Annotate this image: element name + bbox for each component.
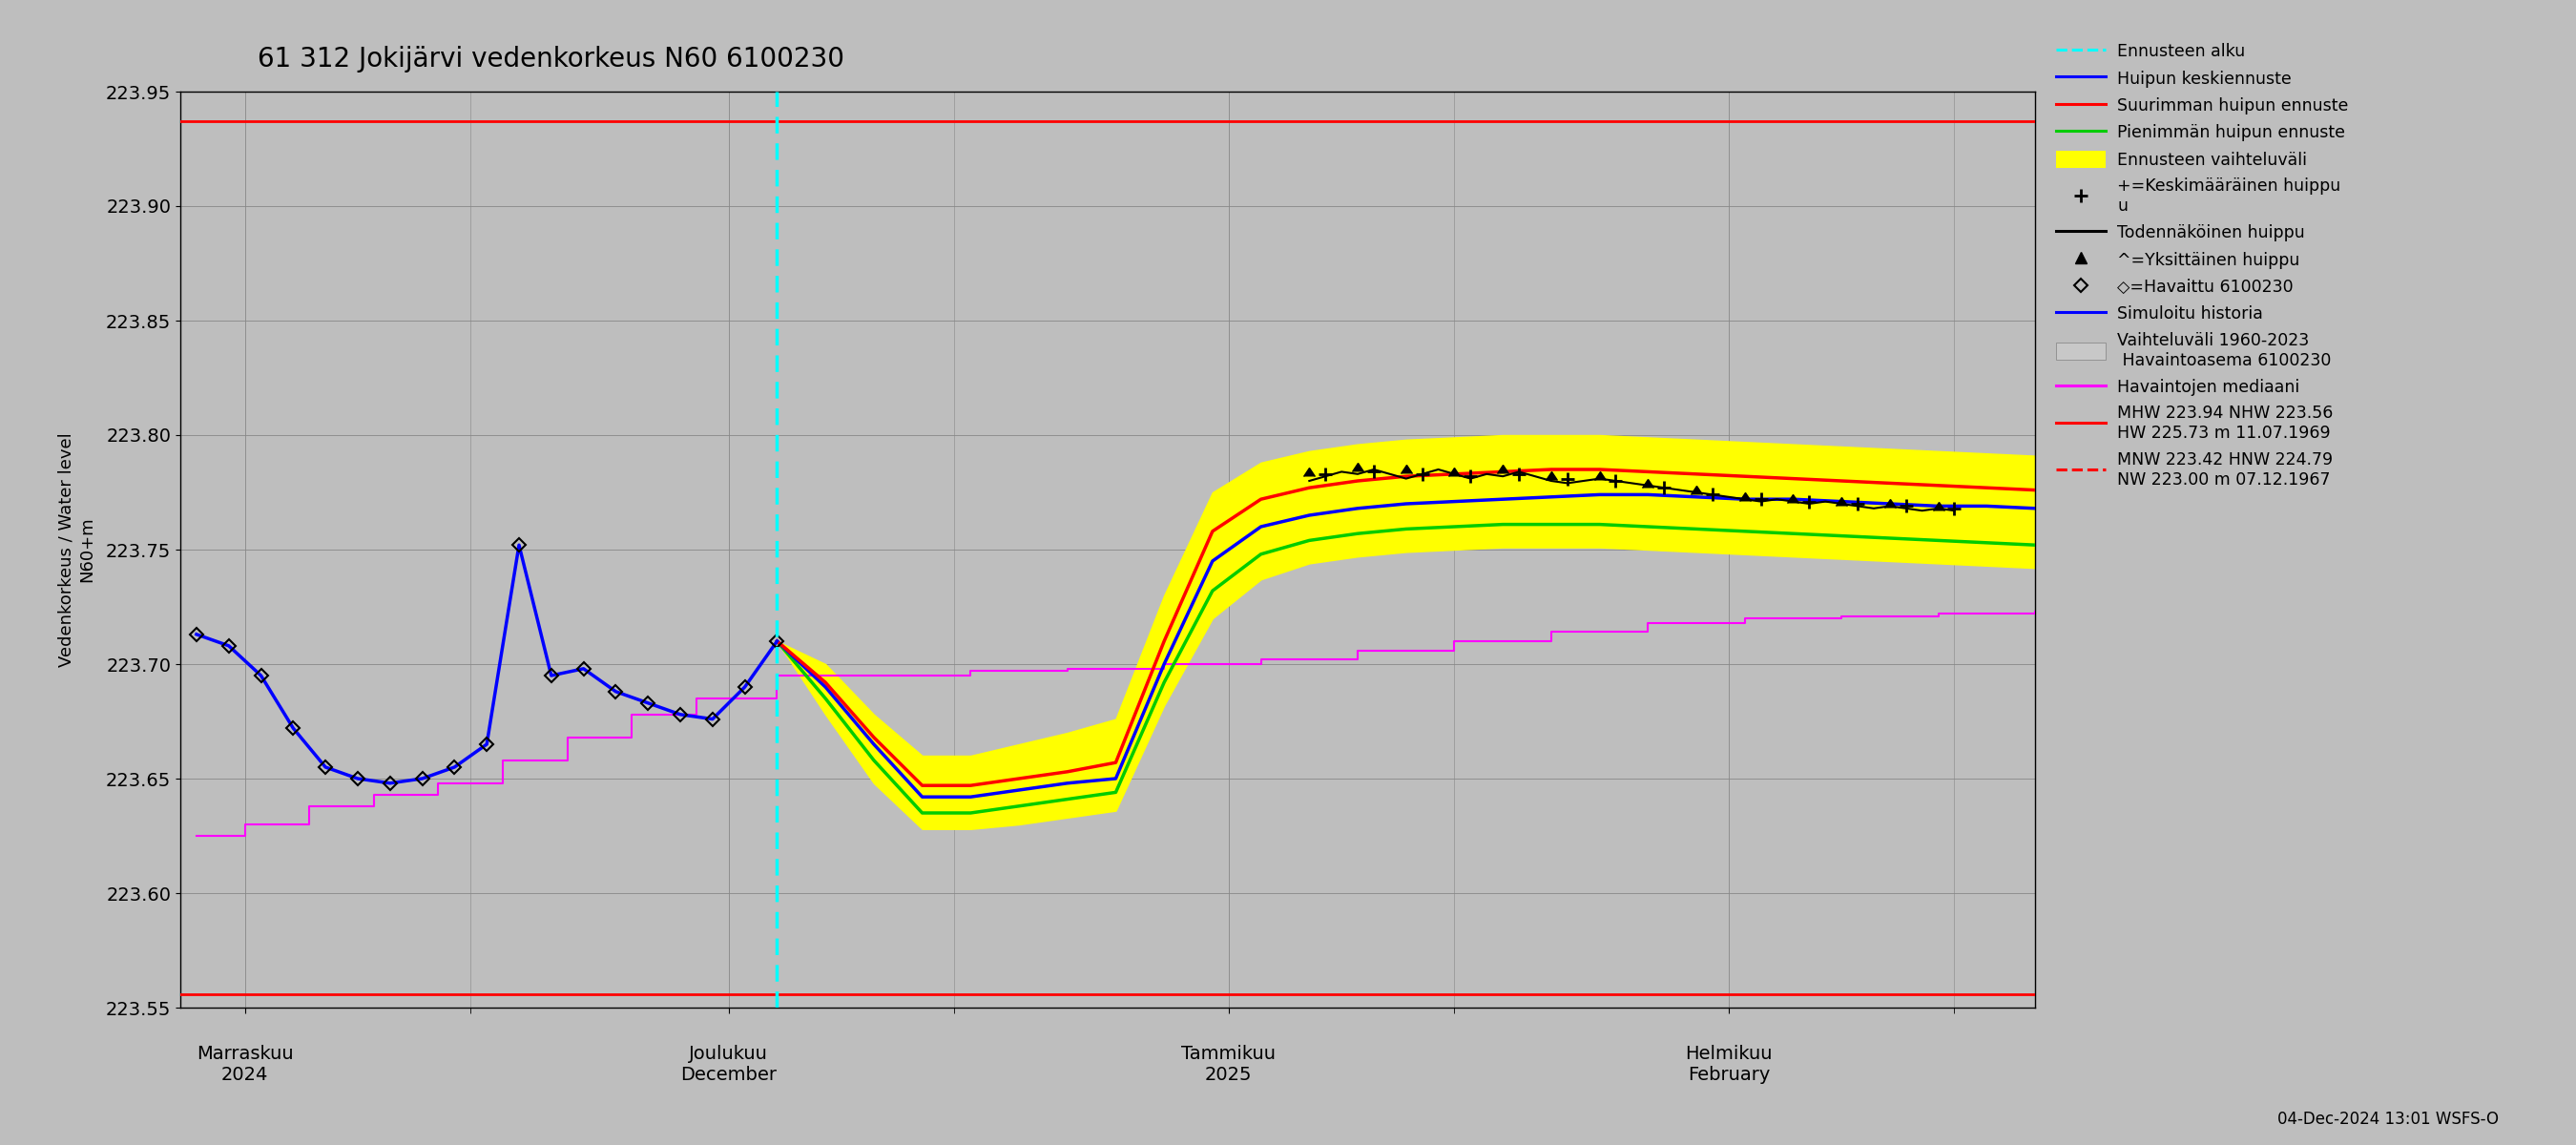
Text: Helmikuu
February: Helmikuu February [1685,1044,1772,1084]
Text: Tammikuu
2025: Tammikuu 2025 [1182,1044,1275,1084]
Text: Marraskuu
2024: Marraskuu 2024 [196,1044,294,1084]
Y-axis label: Vedenkorkeus / Water level
N60+m: Vedenkorkeus / Water level N60+m [59,433,95,666]
Legend: Ennusteen alku, Huipun keskiennuste, Suurimman huipun ennuste, Pienimmän huipun : Ennusteen alku, Huipun keskiennuste, Suu… [2056,42,2349,488]
Text: 04-Dec-2024 13:01 WSFS-O: 04-Dec-2024 13:01 WSFS-O [2277,1111,2499,1128]
Text: Joulukuu
December: Joulukuu December [680,1044,778,1084]
Text: 61 312 Jokijärvi vedenkorkeus N60 6100230: 61 312 Jokijärvi vedenkorkeus N60 610023… [258,46,845,72]
